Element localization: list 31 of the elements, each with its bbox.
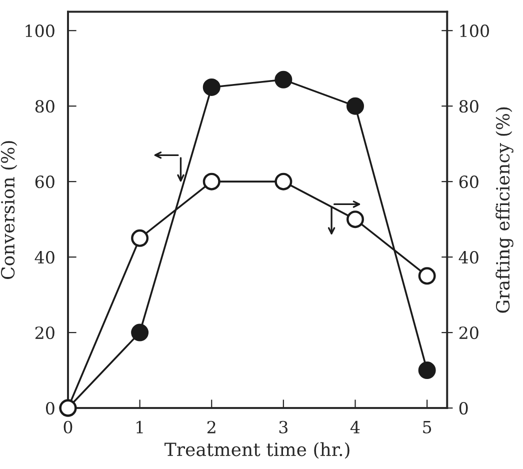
x-tick-label: 4 (350, 420, 360, 434)
y-tick-label: 80 (35, 100, 54, 113)
point (274, 70, 292, 88)
point (418, 267, 436, 285)
point (346, 210, 364, 228)
y2-tick-label: 80 (459, 100, 478, 113)
point (418, 362, 436, 380)
y2-axis-title: Grafting efficiency (%) (496, 107, 514, 313)
point (202, 172, 220, 190)
y-tick-label: 0 (46, 402, 54, 415)
point (131, 324, 149, 342)
y2-tick-label: 0 (459, 402, 468, 415)
x-tick-label: 1 (136, 420, 143, 434)
point (202, 78, 220, 96)
y-tick-label: 60 (35, 176, 54, 188)
x-tick-label: 5 (423, 421, 432, 434)
point (346, 97, 364, 115)
x-axis-title: Treatment time (hr.) (164, 442, 350, 459)
y2-tick-label: 100 (460, 24, 489, 38)
x-tick-label: 3 (279, 420, 288, 434)
x-tick-label: 0 (64, 420, 72, 434)
y-tick-label: 20 (35, 326, 54, 340)
y-axis-title: Conversion (%) (0, 141, 18, 280)
y-tick-label: 100 (26, 24, 54, 38)
x-tick-label: 2 (207, 420, 216, 434)
y2-tick-label: 40 (458, 251, 478, 264)
point (274, 172, 292, 190)
y-tick-label: 40 (34, 251, 54, 264)
point (131, 229, 149, 247)
y2-tick-label: 60 (459, 176, 478, 188)
y2-tick-label: 20 (459, 326, 478, 340)
